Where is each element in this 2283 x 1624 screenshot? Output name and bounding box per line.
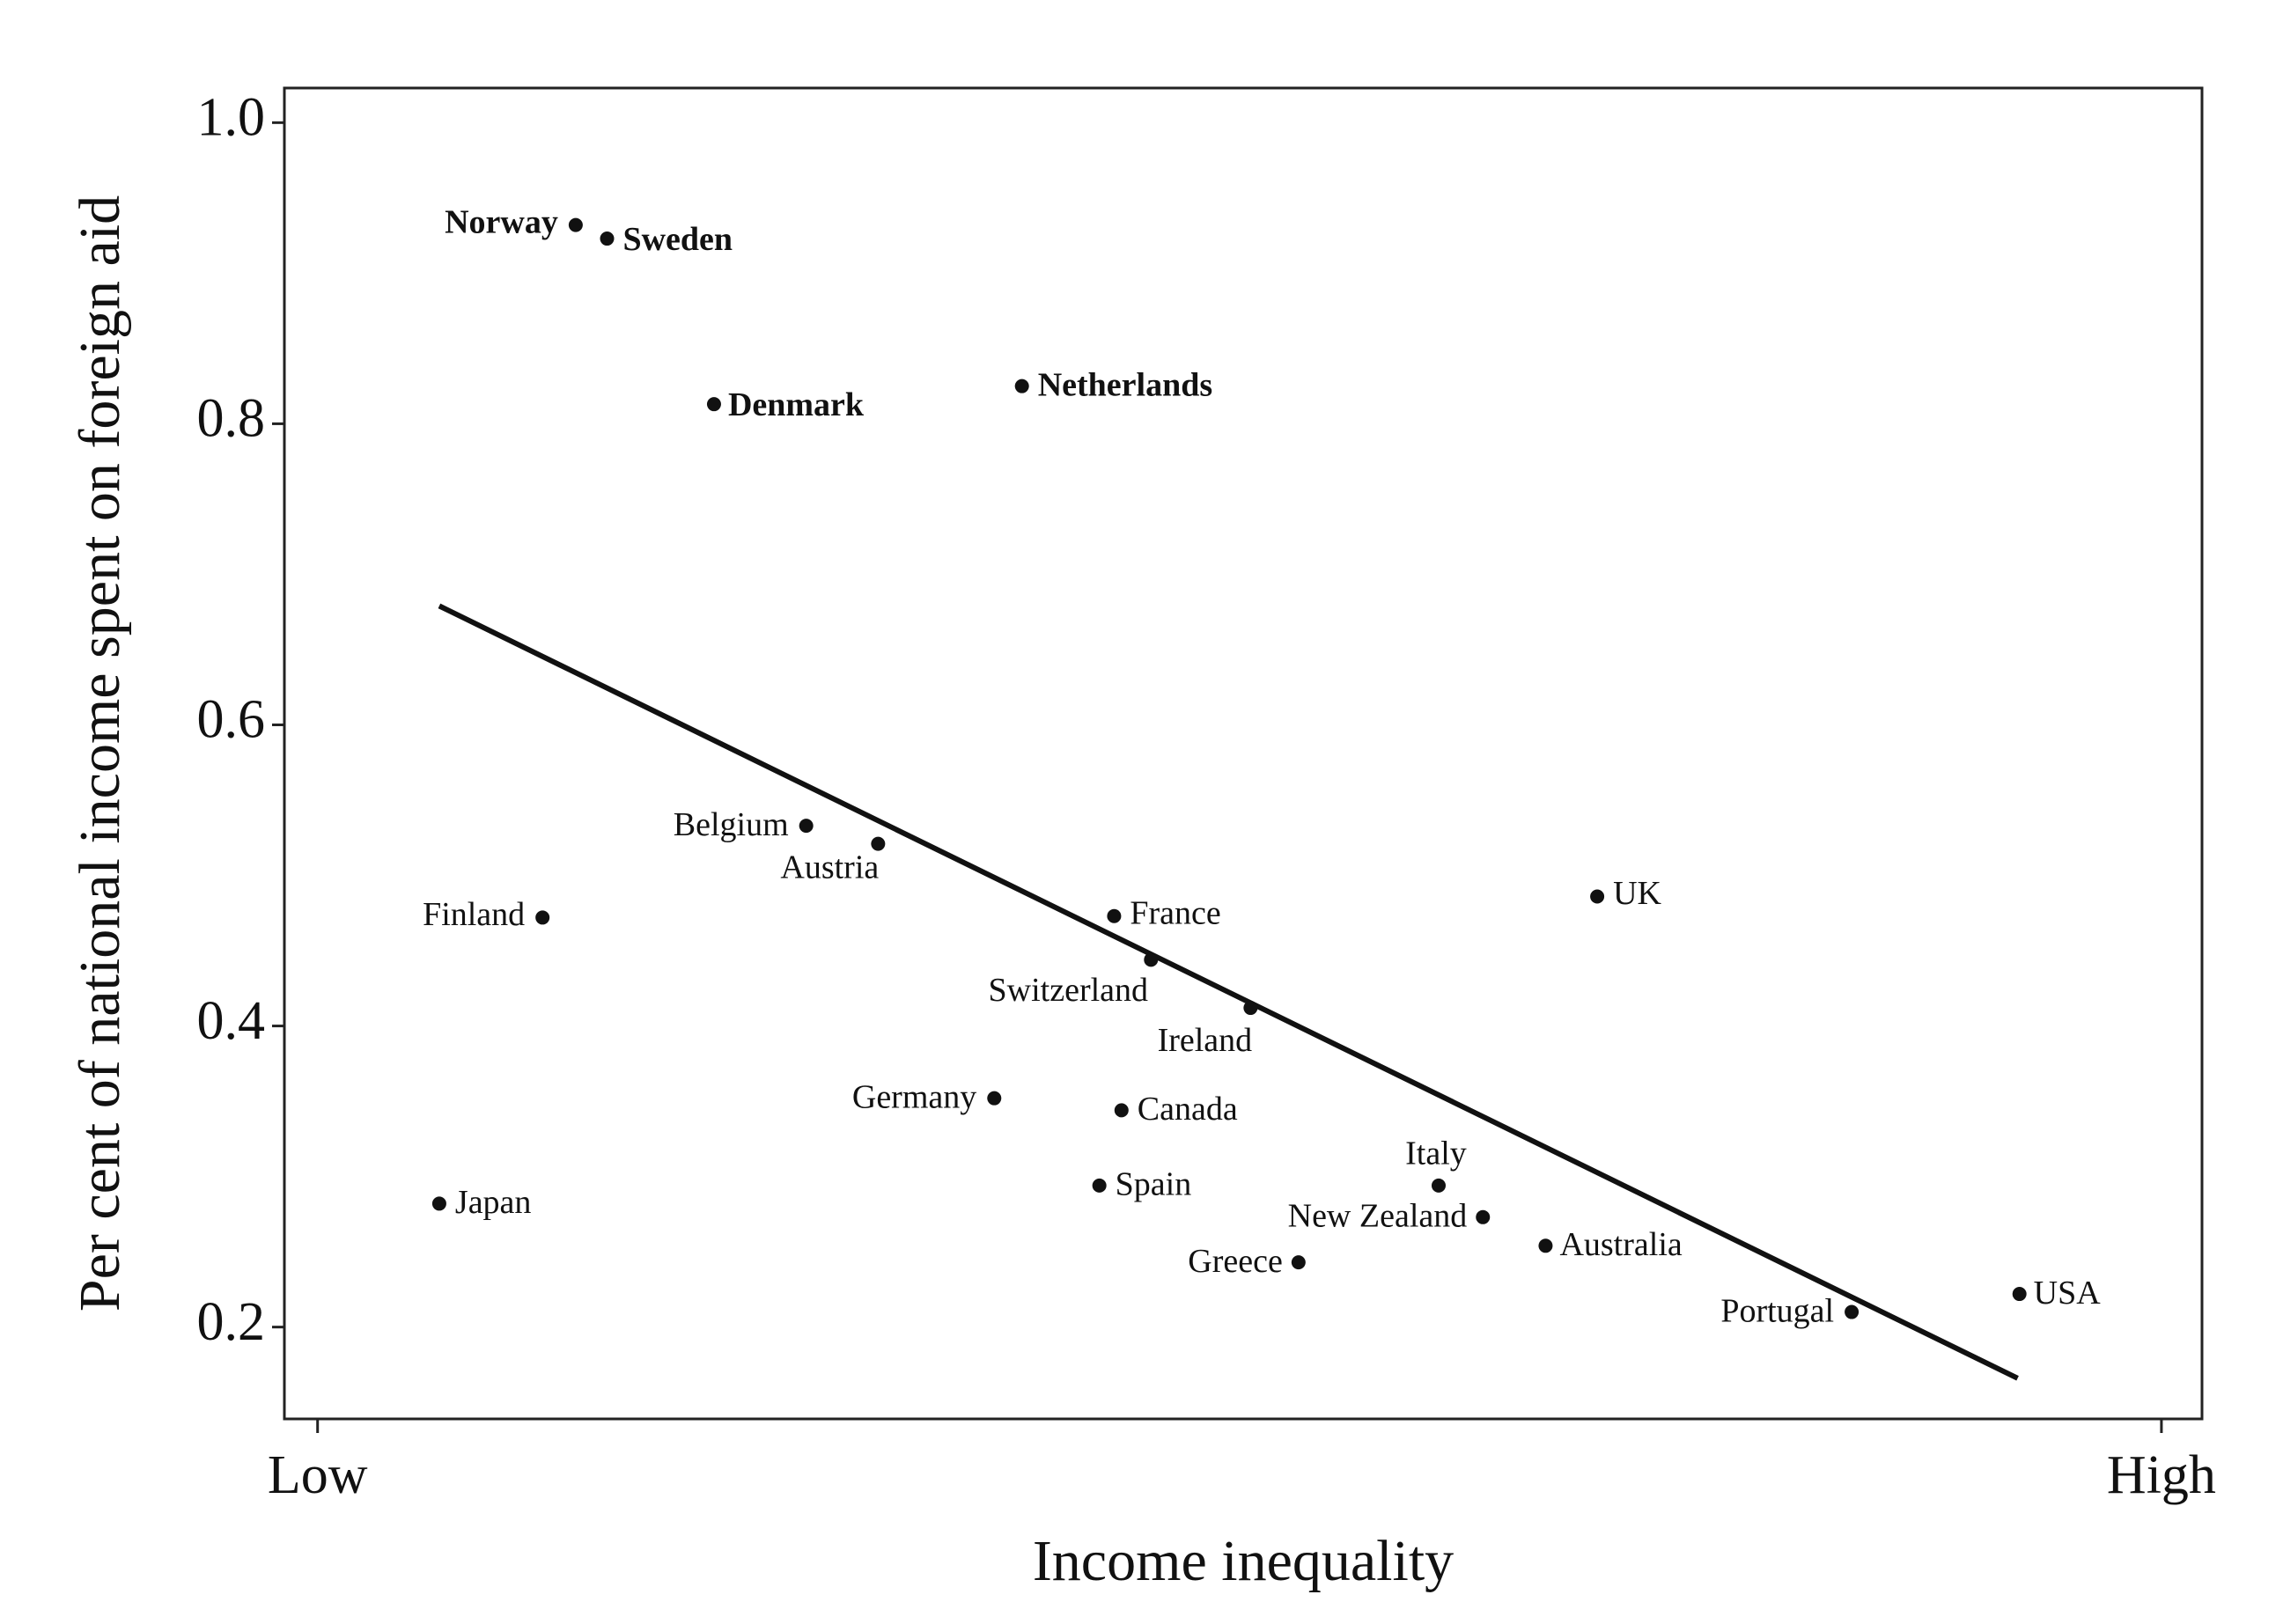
point: [1476, 1209, 1491, 1224]
point: [1092, 1178, 1107, 1193]
point-label: UK: [1613, 875, 1661, 912]
point: [600, 231, 615, 246]
point-label: Germany: [852, 1078, 976, 1115]
point-label: Greece: [1188, 1243, 1283, 1280]
point: [987, 1091, 1002, 1106]
point: [871, 836, 886, 851]
point-label: Ireland: [1158, 1022, 1253, 1059]
trend-line: [438, 603, 2019, 1381]
x-tick-label: High: [2107, 1445, 2216, 1505]
x-tick-label: Low: [268, 1445, 368, 1505]
point: [1243, 1001, 1258, 1016]
y-tick-label: 0.2: [197, 1292, 266, 1352]
y-tick-label: 1.0: [197, 88, 266, 148]
point-label: Finland: [423, 896, 525, 933]
point: [1845, 1304, 1860, 1319]
point-label: Japan: [455, 1184, 532, 1221]
point-label: Austria: [780, 849, 879, 885]
point-label: Canada: [1138, 1091, 1238, 1128]
point: [1538, 1238, 1553, 1253]
y-tick-label: 0.4: [197, 991, 266, 1051]
point: [431, 1196, 446, 1211]
point: [799, 819, 814, 834]
point-label: Belgium: [674, 806, 789, 843]
point: [1014, 378, 1029, 393]
point-label: Switzerland: [989, 972, 1149, 1009]
point-label: Australia: [1559, 1226, 1682, 1263]
point: [1144, 952, 1159, 967]
point-label: France: [1130, 894, 1220, 931]
plot-frame: [283, 86, 2204, 1421]
point-label: New Zealand: [1288, 1198, 1468, 1235]
point: [568, 217, 583, 232]
point-label: Sweden: [622, 221, 733, 258]
point-label: USA: [2034, 1275, 2102, 1312]
y-axis-label: Per cent of national income spent on for…: [68, 195, 132, 1312]
point: [1291, 1255, 1306, 1270]
point: [1590, 889, 1605, 904]
point-label: Portugal: [1720, 1292, 1834, 1329]
x-axis-label: Income inequality: [1033, 1529, 1454, 1593]
point: [1107, 908, 1122, 923]
point: [1431, 1178, 1446, 1193]
point: [2012, 1287, 2027, 1302]
y-tick-label: 0.8: [197, 389, 266, 449]
point-label: Italy: [1405, 1135, 1467, 1172]
point-label: Netherlands: [1038, 366, 1212, 403]
point: [535, 910, 550, 925]
y-tick-label: 0.6: [197, 690, 266, 750]
point-label: Norway: [445, 203, 558, 240]
point-label: Denmark: [728, 386, 865, 423]
point: [706, 397, 721, 412]
point-label: Spain: [1116, 1166, 1192, 1203]
point: [1114, 1103, 1129, 1118]
